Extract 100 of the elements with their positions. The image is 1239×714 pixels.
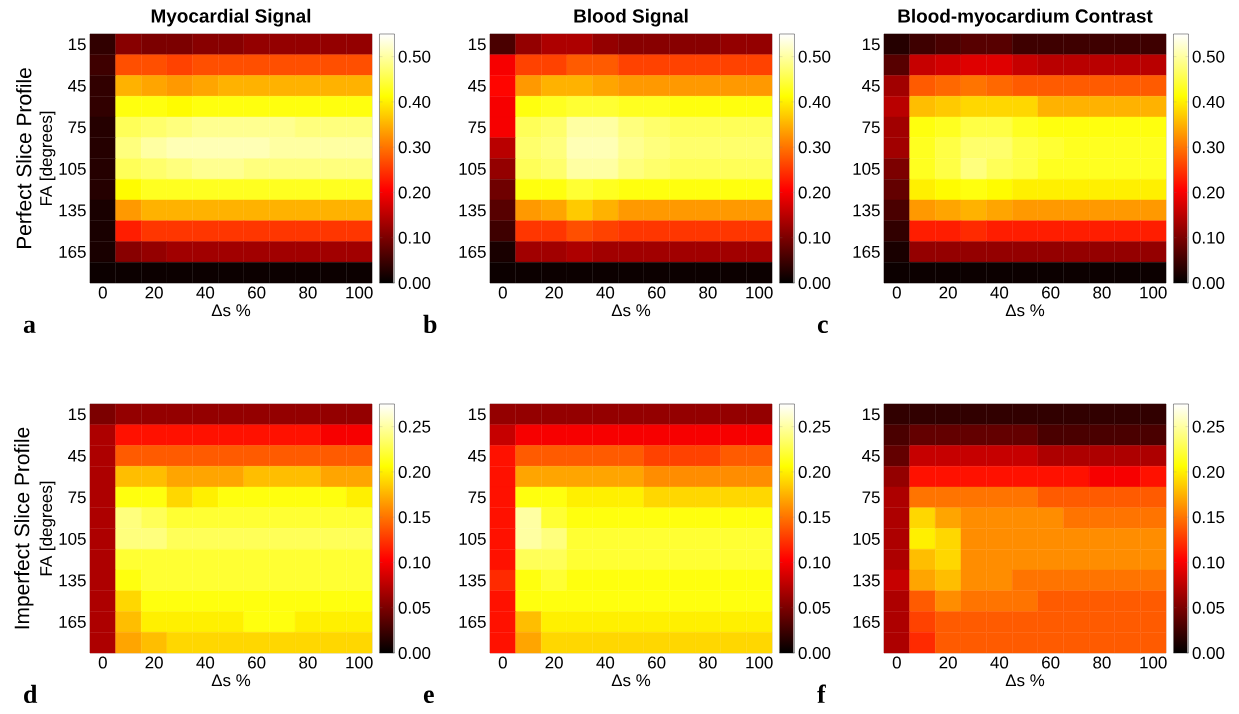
x-tick-label: 80 [699, 286, 717, 299]
x-tick-label: 0 [498, 656, 507, 669]
x-tick-label: 100 [1140, 656, 1167, 669]
color-bar-label: 0.25 [1192, 420, 1225, 433]
y-tick-label: 75 [68, 491, 86, 504]
chart-title: Blood-myocardium Contrast [898, 8, 1153, 27]
y-tick-label: 165 [853, 615, 880, 628]
color-bar-label: 0.00 [1192, 647, 1225, 659]
x-axis-title: Δs % [1005, 304, 1045, 317]
text: c [817, 320, 828, 334]
y-tick-label: 45 [68, 449, 86, 462]
y-tick-label: 15 [862, 408, 880, 421]
x-axis-title: Δs % [611, 674, 651, 687]
y-tick-label: 105 [459, 532, 486, 545]
x-tick-label: 20 [545, 656, 563, 669]
color-bar-label: 0.30 [398, 141, 431, 154]
x-tick-label: 60 [648, 656, 666, 669]
color-bar-label: 0.40 [398, 95, 431, 108]
color-bar-label: 0.20 [398, 465, 431, 478]
color-bar-label: 0.25 [398, 420, 431, 433]
y-tick-label: 165 [59, 245, 86, 258]
x-tick-label: 100 [1140, 286, 1167, 299]
text: d [24, 684, 38, 704]
color-bar-label: 0.00 [398, 647, 431, 659]
color-bar-label: 0.40 [798, 95, 831, 108]
x-tick-label: 40 [596, 286, 615, 299]
color-bar-label: 0.20 [1192, 186, 1225, 199]
x-tick-label: 60 [1042, 286, 1060, 299]
text: e [423, 690, 434, 704]
y-tick-label: 75 [468, 121, 486, 134]
y-tick-label: 135 [853, 574, 880, 587]
color-bar-label: 0.50 [398, 50, 431, 63]
y-tick-label: 135 [459, 574, 486, 587]
color-bar-label: 0.00 [398, 276, 431, 289]
color-bar-label: 0.50 [798, 50, 831, 63]
y-tick-label: 75 [862, 121, 880, 134]
color-bar-label: 0.20 [1192, 465, 1225, 478]
y-axis-title: FA [degrees] [39, 111, 56, 206]
x-axis-title: Δs % [211, 304, 251, 317]
color-bar-label: 0.15 [798, 511, 831, 524]
y-tick-label: 105 [853, 532, 880, 545]
y-tick-label: 135 [59, 574, 86, 587]
x-tick-label: 0 [98, 656, 107, 669]
x-axis-title: Δs % [211, 674, 251, 687]
text: f [817, 684, 826, 703]
y-tick-label: 45 [862, 79, 880, 92]
color-bar-label: 0.10 [798, 556, 831, 569]
color-bar-label: 0.05 [398, 601, 431, 614]
x-tick-label: 20 [939, 286, 957, 299]
color-bar-label: 0.00 [798, 647, 831, 659]
y-tick-label: 45 [68, 79, 86, 92]
chart-title: Blood Signal [574, 8, 688, 27]
y-tick-label: 135 [59, 204, 86, 217]
x-tick-label: 60 [1042, 656, 1060, 669]
color-bar-label: 0.30 [798, 141, 831, 154]
x-tick-label: 20 [939, 656, 957, 669]
x-tick-label: 100 [346, 286, 373, 299]
y-tick-label: 105 [59, 532, 86, 545]
color-bar-label: 0.10 [398, 231, 431, 244]
x-tick-label: 20 [545, 286, 563, 299]
color-bar-label: 0.05 [1192, 601, 1225, 614]
text: b [423, 314, 437, 334]
y-tick-label: 135 [459, 204, 486, 217]
x-tick-label: 40 [196, 656, 215, 669]
y-axis-title: FA [degrees] [39, 481, 56, 576]
x-tick-label: 80 [1093, 656, 1111, 669]
x-tick-label: 40 [596, 656, 615, 669]
color-bar-label: 0.15 [1192, 511, 1225, 524]
x-tick-label: 0 [892, 286, 901, 299]
color-bar-label: 0.20 [798, 465, 831, 478]
y-tick-label: 165 [459, 615, 486, 628]
x-tick-label: 80 [1093, 286, 1111, 299]
x-tick-label: 40 [196, 286, 215, 299]
y-tick-label: 165 [459, 245, 486, 258]
y-tick-label: 165 [853, 245, 880, 258]
y-tick-label: 15 [862, 38, 880, 51]
color-bar-label: 0.20 [398, 186, 431, 199]
y-tick-label: 75 [862, 491, 880, 504]
y-tick-label: 45 [468, 79, 486, 92]
text: a [23, 320, 36, 334]
color-bar-label: 0.50 [1192, 50, 1225, 63]
color-bar-label: 0.00 [1192, 276, 1225, 289]
text: Perfect Slice Profile [16, 68, 32, 249]
color-bar-label: 0.05 [798, 601, 831, 614]
color-bar-label: 0.00 [798, 276, 831, 289]
x-tick-label: 20 [145, 286, 163, 299]
x-tick-label: 60 [248, 286, 266, 299]
color-bar-label: 0.25 [798, 420, 831, 433]
x-tick-label: 100 [346, 656, 373, 669]
color-bar-label: 0.20 [798, 186, 831, 199]
color-bar-label: 0.30 [1192, 141, 1225, 154]
x-tick-label: 100 [746, 286, 773, 299]
x-tick-label: 80 [299, 286, 317, 299]
y-tick-label: 105 [853, 162, 880, 175]
y-tick-label: 135 [853, 204, 880, 217]
x-tick-label: 0 [498, 286, 507, 299]
y-tick-label: 75 [68, 121, 86, 134]
y-tick-label: 165 [59, 615, 86, 628]
color-bar-label: 0.10 [1192, 556, 1225, 569]
y-tick-label: 75 [468, 491, 486, 504]
